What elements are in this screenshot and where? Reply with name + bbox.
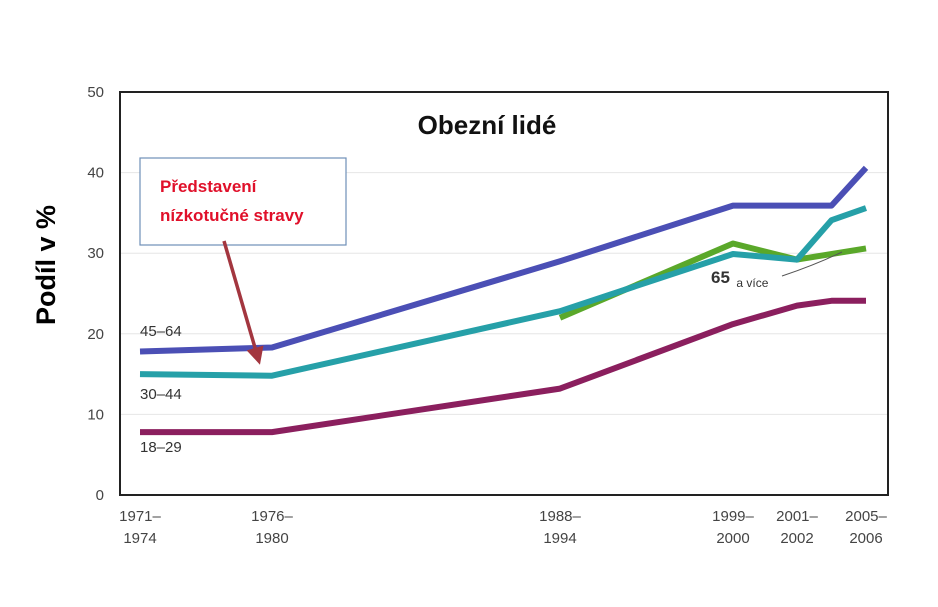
y-tick-label: 30 bbox=[87, 245, 104, 262]
series-label-45-64: 45–64 bbox=[140, 323, 182, 340]
y-axis-label: Podíl v % bbox=[31, 205, 61, 325]
x-tick-label: 1988– bbox=[539, 508, 581, 525]
x-tick-label: 2000 bbox=[716, 530, 749, 547]
series-line-45-64 bbox=[139, 165, 869, 355]
series-line-18-29 bbox=[140, 297, 866, 436]
callout-arrow bbox=[222, 240, 264, 365]
y-tick-labels: 0 10 20 30 40 50 bbox=[87, 84, 104, 504]
series-line-30-44 bbox=[139, 205, 867, 379]
callout-line-1: Představení bbox=[160, 177, 258, 196]
plot-frame bbox=[119, 91, 889, 496]
x-tick-label: 1974 bbox=[123, 530, 156, 547]
x-tick-label: 2005– bbox=[845, 508, 887, 525]
y-tick-label: 20 bbox=[87, 326, 104, 343]
callout-line-2: nízkotučné stravy bbox=[160, 206, 304, 225]
y-tick-label: 0 bbox=[96, 487, 104, 504]
x-tick-label: 1980 bbox=[255, 530, 288, 547]
x-tick-label: 2001– bbox=[776, 508, 818, 525]
series-layer bbox=[139, 165, 869, 436]
x-tick-label: 1994 bbox=[543, 530, 576, 547]
x-tick-label: 2006 bbox=[849, 530, 882, 547]
senior-series-label: 65 a více bbox=[711, 268, 769, 290]
x-tick-label: 1971– bbox=[119, 508, 161, 525]
series-label-18-29: 18–29 bbox=[140, 439, 182, 456]
callout-box bbox=[139, 157, 347, 246]
y-tick-label: 50 bbox=[87, 84, 104, 101]
senior-label-leader bbox=[781, 251, 843, 277]
series-label-30-44: 30–44 bbox=[140, 386, 182, 403]
x-tick-label: 2002 bbox=[780, 530, 813, 547]
chart-title: Obezní lidé bbox=[418, 110, 557, 140]
x-tick-labels: 1971– 1974 1976– 1980 1988– 1994 1999– 2000 2001… bbox=[119, 508, 887, 547]
x-tick-label: 1999– bbox=[712, 508, 754, 525]
y-tick-label: 40 bbox=[87, 165, 104, 182]
y-tick-label: 10 bbox=[87, 406, 104, 423]
x-tick-label: 1976– bbox=[251, 508, 293, 525]
